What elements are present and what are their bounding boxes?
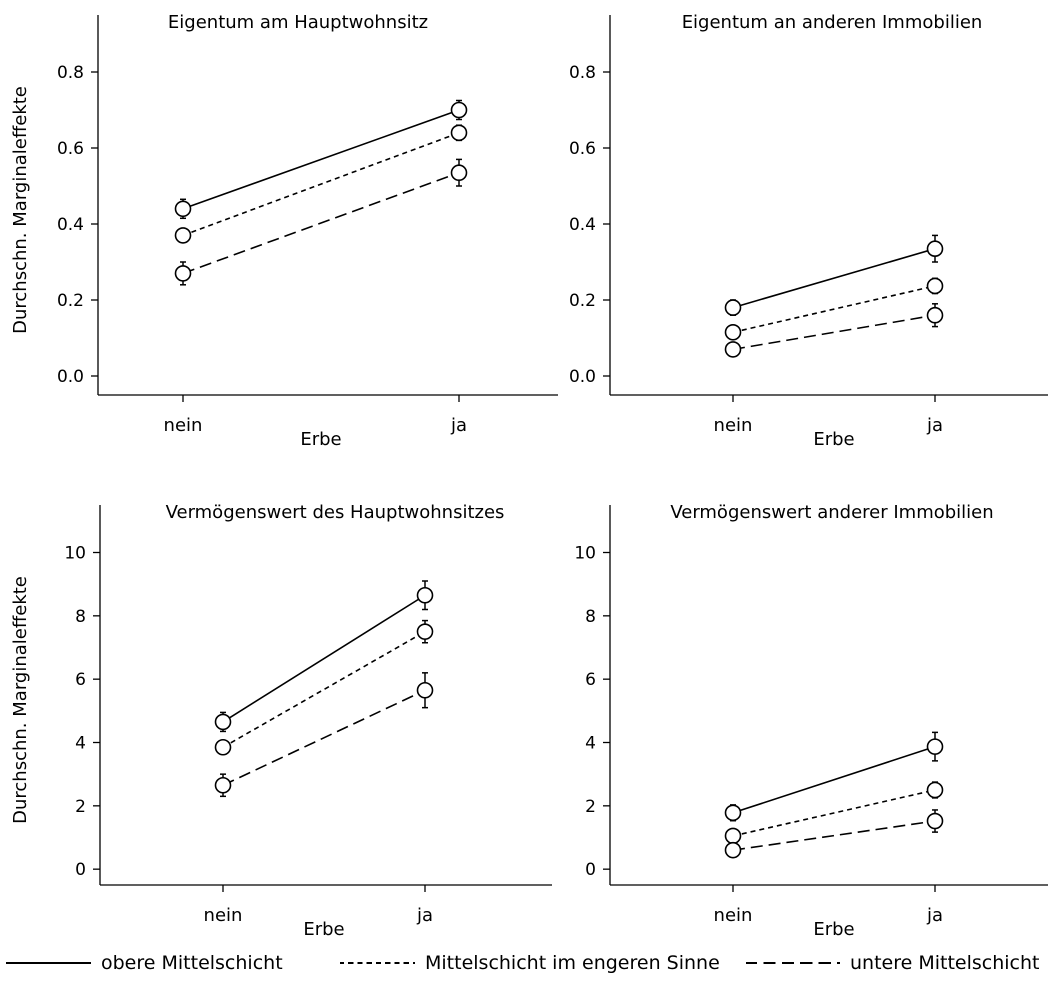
data-point [174,200,192,218]
x-tick-label: ja [416,905,433,926]
legend-dotted-line [340,962,415,964]
chart-panel-1: 0.0 0.2 0.4 0.6 0.8 nein ja Erbe Durchschn. Marg… [10,12,558,450]
x-tick-label: ja [926,415,943,436]
series-line-2 [732,285,936,334]
y-tick-label: 10 [574,544,596,564]
data-point [450,124,468,142]
legend-label: obere Mittelschicht [101,952,283,974]
data-point [214,713,232,731]
series-line-3 [732,314,936,351]
legend-item-untere: untere Mittelschicht [746,946,1040,980]
data-point [416,681,434,699]
x-axis-label: Erbe [813,919,854,940]
data-point [450,164,468,181]
series-line-1 [182,109,460,210]
data-point [926,306,944,324]
chart-panel-3: 0 2 4 6 8 10 nein ja Erbe Durchschn. Marginaleffe… [10,502,552,940]
data-point [926,738,944,755]
y-tick-label: 0.2 [569,291,596,311]
legend-dashed-line [746,962,840,964]
y-axis-label: Durchschn. Marginaleffekte [10,86,31,334]
series-line-1 [732,247,936,309]
y-tick-label: 0.4 [57,215,84,235]
legend-label: Mittelschicht im engeren Sinne [425,952,720,974]
legend-item-obere: obere Mittelschicht [6,946,283,980]
series-line-2 [222,630,426,748]
x-tick-label: nein [164,415,203,436]
x-tick-label: nein [714,415,753,436]
x-axis-label: Erbe [300,429,341,450]
series-line-3 [222,689,426,786]
chart-title: Eigentum an anderen Immobilien [682,12,983,33]
chart-panel-2: 0.0 0.2 0.4 0.6 0.8 nein ja Erbe Eigentum an and… [569,12,1048,450]
data-point [416,623,434,640]
series-line-2 [182,132,460,237]
data-point [450,101,468,119]
x-tick-label: nein [204,905,243,926]
figure: 0.0 0.2 0.4 0.6 0.8 nein ja Erbe Durchschn. Marg… [10,12,1048,940]
data-point [214,738,232,756]
chart-title: Eigentum am Hauptwohnsitz [168,12,428,33]
data-point [724,827,742,845]
y-tick-label: 0.4 [569,215,596,235]
data-point [416,586,434,604]
series-line-1 [732,745,936,814]
y-tick-label: 6 [75,670,86,690]
chart-title: Vermögenswert anderer Immobilien [670,502,993,523]
y-tick-label: 0.6 [569,139,596,159]
y-tick-label: 4 [75,734,86,754]
legend-solid-line [6,962,91,964]
data-point [926,781,944,799]
x-axis-label: Erbe [813,429,854,450]
data-point [724,841,742,859]
y-tick-label: 8 [75,607,86,627]
y-tick-label: 0.6 [57,139,84,159]
series-line-3 [182,171,460,275]
legend: obere Mittelschicht Mittelschicht im eng… [0,946,1060,986]
legend-label: untere Mittelschicht [850,952,1040,974]
y-tick-label: 0.2 [57,291,84,311]
series-line-2 [732,789,936,837]
chart-panel-4: 0 2 4 6 8 10 nein ja Erbe Vermögenswert anderer I… [574,502,1048,940]
data-point [174,265,192,282]
series-line-1 [222,594,426,723]
data-point [926,277,944,295]
data-point [724,341,742,358]
x-tick-label: ja [926,905,943,926]
y-tick-label: 0.8 [569,63,596,83]
x-tick-label: ja [450,415,467,436]
data-point [926,812,944,830]
data-point [724,804,742,822]
y-tick-label: 2 [75,797,86,817]
y-tick-label: 0 [585,860,596,880]
data-point [724,299,742,316]
y-tick-label: 0.8 [57,63,84,83]
y-tick-label: 6 [585,670,596,690]
data-point [214,776,232,794]
y-tick-label: 2 [585,797,596,817]
data-point [724,323,742,341]
y-tick-label: 0.0 [57,367,84,387]
chart-title: Vermögenswert des Hauptwohnsitzes [166,502,505,523]
series-line-3 [732,820,936,851]
y-tick-label: 10 [64,544,86,564]
y-tick-label: 0 [75,860,86,880]
y-tick-label: 4 [585,734,596,754]
x-axis-label: Erbe [303,919,344,940]
y-tick-label: 0.0 [569,367,596,387]
data-point [174,227,192,244]
legend-item-engere: Mittelschicht im engeren Sinne [340,946,720,980]
y-axis-label: Durchschn. Marginaleffekte [10,576,31,824]
x-tick-label: nein [714,905,753,926]
y-tick-label: 8 [585,607,596,627]
data-point [926,240,944,257]
